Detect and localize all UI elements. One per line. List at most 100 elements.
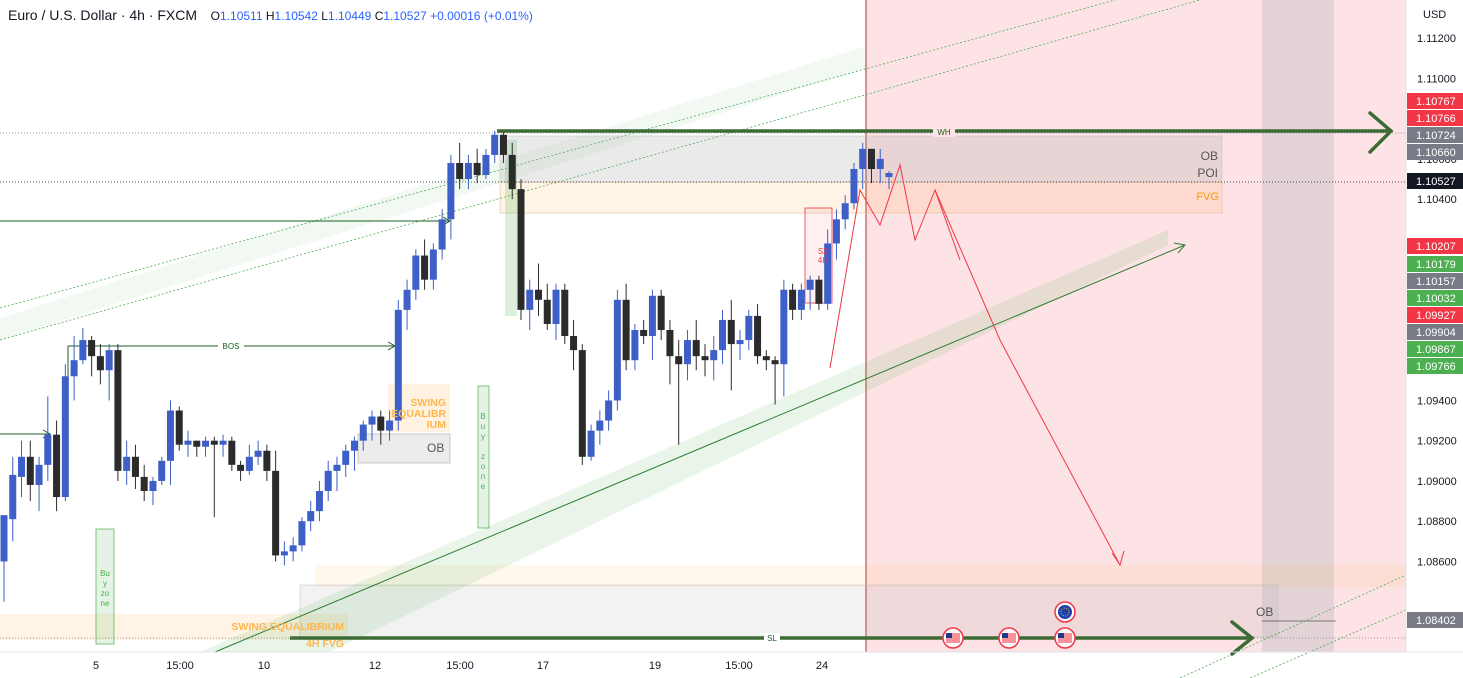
candle-body	[421, 255, 429, 280]
candle-body	[613, 299, 621, 401]
candle	[885, 171, 893, 190]
candle	[464, 154, 472, 190]
buy-zone-letter: e	[481, 482, 486, 491]
bottom-ob-zone	[299, 584, 1279, 638]
candle	[631, 323, 639, 371]
candle-body	[876, 158, 884, 169]
price-tag: 1.09927	[1407, 307, 1463, 323]
wh-label-bg	[933, 126, 955, 137]
candle-body	[561, 289, 569, 337]
candle-body	[123, 456, 131, 471]
candle	[719, 309, 727, 365]
eu-flag-icon[interactable]	[1054, 601, 1076, 623]
candle-body	[377, 416, 385, 431]
candle	[675, 340, 683, 445]
candle-body	[535, 289, 543, 300]
candle-body	[35, 464, 43, 485]
candle	[228, 436, 236, 471]
candle-body	[648, 295, 656, 337]
price-tag: 1.10032	[1407, 290, 1463, 306]
us-flag-icon[interactable]	[998, 627, 1020, 649]
candle-body	[727, 319, 735, 345]
currency-label: USD	[1423, 9, 1446, 21]
candle-body	[499, 134, 507, 155]
sz-label-1: SZ	[818, 247, 828, 256]
candle-body	[394, 309, 402, 421]
candle	[710, 336, 718, 381]
swing-eq-label-mid-3: IUM	[427, 419, 447, 431]
price-tag-label: 1.09927	[1416, 310, 1456, 322]
candle-body	[736, 340, 744, 345]
price-tag-bg	[1407, 324, 1463, 340]
buy-zone-letter: ne	[101, 599, 110, 608]
candle	[578, 344, 586, 465]
candle	[289, 537, 297, 562]
swing-eq-label-bottom: SWING EQUALIBRIUM	[231, 621, 344, 633]
candle-body	[832, 219, 840, 244]
candle-body	[552, 289, 560, 324]
candle	[245, 444, 253, 475]
candle-body	[508, 154, 516, 190]
ob-label-bottom: OB	[1256, 605, 1273, 619]
target-zone-grey	[1262, 0, 1334, 652]
time-tick-label: 5	[93, 660, 99, 672]
candle	[517, 179, 525, 320]
open-key: O	[210, 9, 221, 23]
price-tag: 1.10157	[1407, 273, 1463, 289]
candle	[456, 142, 464, 190]
candle-body	[105, 350, 113, 371]
price-tag-label: 1.09766	[1416, 361, 1456, 373]
candle	[333, 456, 341, 491]
price-tick-label: 1.08800	[1417, 516, 1457, 528]
candle-body	[298, 521, 306, 546]
candle	[447, 154, 455, 240]
price-tick-label: 1.11000	[1417, 73, 1456, 85]
low-value: 1.10449	[327, 9, 372, 23]
upper-channel-line-1	[0, 0, 1116, 309]
candle	[18, 440, 26, 498]
sl-label: SL	[767, 634, 777, 643]
candle	[613, 289, 621, 411]
bottom-fvg-zone	[315, 565, 1406, 587]
us-flag-icon[interactable]	[1054, 627, 1076, 649]
time-tick-label: 10	[258, 660, 270, 672]
candle-body	[149, 480, 157, 491]
candle-body	[683, 340, 691, 365]
price-tag-bg	[1407, 238, 1463, 254]
fvg-label-top: FVG	[1196, 191, 1219, 203]
candle	[701, 344, 709, 377]
price-tick-label: 1.08600	[1417, 556, 1457, 568]
candle	[202, 436, 210, 457]
candle-body	[850, 169, 858, 204]
price-tag-bg	[1407, 358, 1463, 374]
close-key: C	[374, 9, 384, 23]
candle-body	[570, 336, 578, 351]
lower-channel-line-right	[1179, 574, 1407, 678]
price-tag: 1.09867	[1407, 341, 1463, 357]
swing-eq-zone-bottom	[0, 614, 348, 640]
candle-body	[797, 289, 805, 310]
price-tag-bg	[1407, 127, 1463, 143]
price-tag: 1.09766	[1407, 358, 1463, 374]
candle-body	[719, 319, 727, 351]
candle	[403, 279, 411, 330]
buy-zone-letter: Bu	[100, 569, 110, 578]
price-tag-label: 1.10660	[1416, 147, 1456, 159]
candle-body	[26, 456, 34, 485]
price-tag-label: 1.10767	[1416, 96, 1456, 108]
candle	[491, 130, 499, 163]
candle-body	[640, 330, 648, 337]
candle	[350, 436, 358, 471]
candle-body	[867, 148, 875, 169]
us-flag-icon[interactable]	[942, 627, 964, 649]
candle	[79, 327, 87, 365]
candle	[315, 480, 323, 522]
candle	[131, 444, 139, 489]
price-tag-bg	[1407, 341, 1463, 357]
projected-path-main	[934, 189, 1121, 566]
candle	[438, 209, 446, 260]
candle	[88, 336, 96, 377]
candle	[307, 501, 315, 532]
candle	[35, 456, 43, 512]
